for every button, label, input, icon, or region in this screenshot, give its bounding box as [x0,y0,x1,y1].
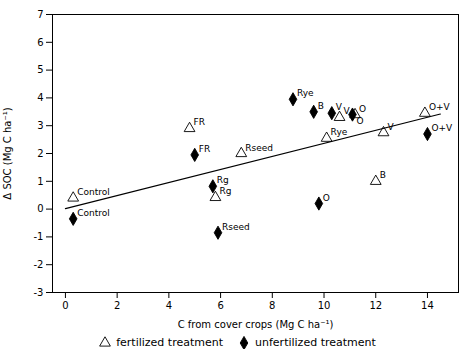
svg-text:Control: Control [77,187,110,197]
svg-text:6: 6 [37,37,43,48]
svg-text:0: 0 [62,300,68,311]
svg-text:O: O [359,104,366,114]
svg-text:V: V [336,102,343,112]
svg-text:0: 0 [37,203,43,214]
svg-text:1: 1 [37,176,43,187]
svg-text:V: V [344,106,351,116]
svg-text:4: 4 [37,92,43,103]
svg-text:O: O [356,116,363,126]
svg-text:5: 5 [37,64,43,75]
svg-text:-1: -1 [34,231,44,242]
svg-text:O+V: O+V [429,102,451,112]
svg-text:O+V: O+V [431,123,453,133]
svg-text:Rseed: Rseed [222,222,250,232]
svg-text:4: 4 [166,300,172,311]
svg-text:Rye: Rye [331,127,348,137]
svg-text:14: 14 [421,300,434,311]
svg-text:6: 6 [217,300,223,311]
svg-text:12: 12 [369,300,382,311]
svg-text:2: 2 [37,148,43,159]
svg-text:Rye: Rye [297,88,314,98]
svg-text:V: V [388,122,395,132]
svg-text:B: B [380,170,386,180]
svg-text:3: 3 [37,120,43,131]
svg-text:Control: Control [77,208,110,218]
svg-text:Δ SOC (Mg C ha⁻¹): Δ SOC (Mg C ha⁻¹) [2,107,13,199]
svg-text:2: 2 [114,300,120,311]
svg-text:Rg: Rg [219,186,231,196]
svg-text:-2: -2 [34,259,44,270]
svg-text:B: B [318,101,324,111]
svg-text:O: O [323,193,330,203]
svg-text:8: 8 [269,300,275,311]
svg-text:-3: -3 [34,287,44,298]
html-text:fertilized treatment: fertilized treatment [116,335,223,349]
svg-text:C from cover crops (Mg C ha⁻¹): C from cover crops (Mg C ha⁻¹) [178,319,334,330]
html-text:unfertilized treatment: unfertilized treatment [255,335,376,349]
svg-text:FR: FR [194,117,205,127]
svg-text:Rseed: Rseed [245,143,273,153]
svg-text:Rg: Rg [217,175,229,185]
svg-text:7: 7 [37,9,43,20]
svg-text:10: 10 [318,300,331,311]
svg-text:FR: FR [199,144,210,154]
